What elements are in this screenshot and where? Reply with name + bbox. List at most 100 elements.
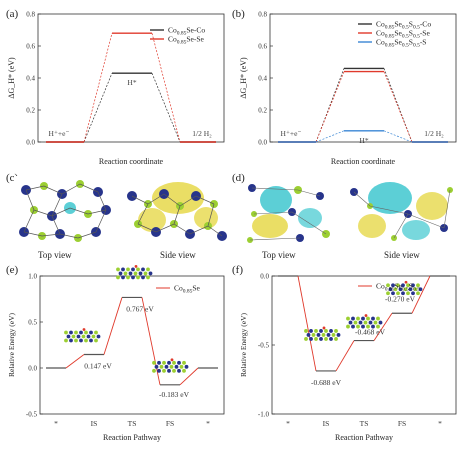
- x-axis-label: Reaction Pathway: [103, 433, 161, 442]
- panel-label-e: (e): [6, 264, 19, 276]
- atom: [319, 337, 323, 341]
- atom: [159, 364, 164, 369]
- atom: [351, 316, 355, 321]
- atom: [314, 329, 318, 333]
- atom: [148, 271, 153, 276]
- atom: [351, 324, 355, 329]
- atom: [371, 324, 375, 329]
- atom: [133, 271, 138, 276]
- structure-thumbnail: [64, 328, 101, 343]
- structure-thumbnail: [346, 314, 383, 329]
- atom: [353, 320, 358, 325]
- panel-label-f: (f): [232, 264, 243, 276]
- atom: [358, 320, 363, 325]
- state-label: H*: [359, 136, 368, 145]
- legend-label: Co0.85Se-Co: [168, 26, 205, 37]
- chart-a: 0.0 0.2 0.4 0.6 0.8 ΔG_H* (eV) Reaction coordi…: [7, 11, 225, 166]
- energy-connector: [383, 71, 413, 143]
- x-tick-label: FS: [398, 419, 406, 428]
- atom: [324, 329, 328, 333]
- hydrogen-atom: [170, 358, 174, 362]
- y-tick-label: 0.0: [260, 273, 269, 281]
- state-label: 1/2 H₂: [192, 129, 212, 138]
- atom: [164, 364, 169, 369]
- legend-label: Co0.85Se0.5S0.5-Co: [376, 20, 431, 31]
- atom: [94, 338, 98, 343]
- atom: [304, 329, 308, 333]
- y-tick-label: -1.0: [258, 411, 270, 419]
- structure-c-top-lattice: [19, 180, 111, 242]
- y-tick-label: 0.8: [258, 11, 267, 19]
- atom: [346, 324, 350, 329]
- atom: [96, 334, 101, 339]
- atom: [324, 337, 328, 341]
- x-tick-label: *: [286, 419, 290, 428]
- atom: [154, 364, 159, 369]
- atom: [172, 360, 176, 365]
- chart-f: -1.0 -0.5 0.0 Relative Energy (eV) * IS TS FS * R…: [239, 273, 457, 442]
- atom: [329, 329, 333, 333]
- state-label: H⁺+e⁻: [49, 129, 70, 138]
- structure-thumbnail: [386, 280, 423, 296]
- atom: [84, 330, 88, 335]
- atom: [118, 271, 123, 276]
- y-axis-label: Relative Energy (eV): [239, 313, 248, 378]
- atom: [94, 330, 98, 335]
- atom: [378, 320, 383, 325]
- energy-connector: [179, 367, 199, 386]
- atom: [304, 337, 308, 341]
- atom: [182, 360, 186, 365]
- x-tick-label: *: [206, 419, 210, 428]
- atom: [311, 333, 316, 337]
- atom: [89, 338, 93, 343]
- atom: [74, 338, 78, 343]
- atom: [403, 287, 408, 292]
- energy-connector: [411, 275, 431, 314]
- plot-frame: [271, 275, 457, 415]
- y-tick-label: 0.2: [258, 107, 267, 115]
- structure-thumbnail: [304, 326, 341, 341]
- state-label: H*: [127, 78, 136, 87]
- atom: [396, 283, 400, 288]
- atom: [152, 368, 156, 373]
- y-tick-label: 0.4: [26, 75, 35, 83]
- atom: [177, 368, 181, 373]
- atom: [162, 368, 166, 373]
- atom: [408, 287, 413, 292]
- atom: [64, 338, 68, 343]
- atom: [413, 287, 418, 292]
- energy-connector: [141, 297, 161, 385]
- y-tick-label: 0.8: [26, 11, 35, 19]
- atom: [401, 291, 405, 296]
- atom: [146, 275, 150, 280]
- atom: [371, 316, 375, 321]
- energy-connector: [315, 68, 345, 143]
- atom: [141, 275, 145, 280]
- atom: [356, 324, 360, 329]
- atom: [329, 337, 333, 341]
- atom: [79, 330, 83, 335]
- atom: [316, 333, 321, 337]
- state-label: 1/2 H₂: [424, 129, 444, 138]
- atom: [411, 283, 415, 288]
- structure-d-top-image: [247, 184, 330, 243]
- atom: [126, 267, 130, 272]
- atom: [131, 275, 135, 280]
- atom: [126, 275, 130, 280]
- x-axis-label: Reaction coordinate: [331, 157, 396, 166]
- atom: [121, 275, 125, 280]
- atom: [69, 338, 73, 343]
- y-axis-label: Relative Energy (eV): [7, 313, 16, 378]
- atom: [406, 291, 410, 296]
- atom: [348, 320, 353, 325]
- atom: [376, 316, 380, 321]
- atom: [326, 333, 331, 337]
- atom: [136, 275, 140, 280]
- atom: [393, 287, 398, 292]
- atom: [76, 334, 81, 339]
- atom: [143, 271, 148, 276]
- atom: [116, 267, 120, 272]
- chart-e: -0.5 0.0 0.5 1.0 Relative Energy (eV) * IS TS FS…: [7, 265, 225, 442]
- hydrogen-atom: [404, 280, 408, 284]
- atom: [167, 368, 171, 373]
